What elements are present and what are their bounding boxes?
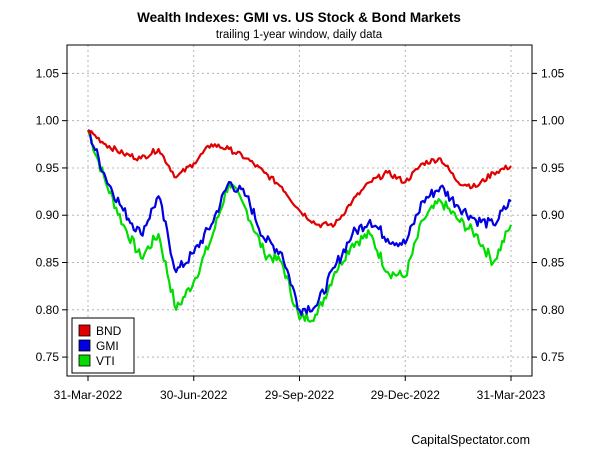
y-tick-label-left-6: 1.05 xyxy=(36,66,60,80)
legend-swatch-gmi xyxy=(78,339,91,352)
x-tick-label-4: 31-Mar-2023 xyxy=(477,388,546,402)
legend-label-gmi: GMI xyxy=(96,339,119,353)
y-tick-label-right-6: 1.05 xyxy=(541,66,565,80)
y-axis-left: 0.75 0.80 0.85 0.90 0.95 1.00 1.05 xyxy=(36,66,67,364)
y-tick-label-right-4: 0.95 xyxy=(541,161,565,175)
y-tick-label-right-3: 0.90 xyxy=(541,208,565,222)
chart-subtitle: trailing 1-year window, daily data xyxy=(216,29,383,41)
legend-label-vti: VTI xyxy=(96,354,115,368)
y-axis-right: 0.75 0.80 0.85 0.90 0.95 1.00 1.05 xyxy=(532,66,565,364)
y-tick-label-left-4: 0.95 xyxy=(36,161,60,175)
y-tick-label-right-5: 1.00 xyxy=(541,114,565,128)
legend-label-bnd: BND xyxy=(96,324,122,338)
x-tick-label-3: 29-Dec-2022 xyxy=(371,388,441,402)
y-tick-label-right-1: 0.80 xyxy=(541,303,565,317)
series-group xyxy=(86,129,513,323)
series-line-bnd xyxy=(87,129,512,229)
y-tick-label-right-0: 0.75 xyxy=(541,350,565,364)
y-tick-label-left-2: 0.85 xyxy=(36,256,60,270)
y-tick-label-left-3: 0.90 xyxy=(36,208,60,222)
y-tick-label-left-0: 0.75 xyxy=(36,350,60,364)
legend-swatch-bnd xyxy=(78,324,91,337)
credit-text: CapitalSpectator.com xyxy=(411,433,530,447)
x-axis: 31-Mar-2022 30-Jun-2022 29-Sep-2022 29-Dec-… xyxy=(54,376,546,402)
x-tick-label-1: 30-Jun-2022 xyxy=(160,388,228,402)
series-line-vti xyxy=(86,129,513,323)
chart-title: Wealth Indexes: GMI vs. US Stock & Bond … xyxy=(137,10,461,25)
y-tick-label-left-1: 0.80 xyxy=(36,303,60,317)
series-line-gmi xyxy=(87,129,512,317)
x-tick-label-2: 29-Sep-2022 xyxy=(265,388,335,402)
y-tick-label-left-5: 1.00 xyxy=(36,114,60,128)
y-tick-label-right-2: 0.85 xyxy=(541,256,565,270)
legend-swatch-vti xyxy=(78,354,91,367)
x-tick-label-0: 31-Mar-2022 xyxy=(54,388,123,402)
